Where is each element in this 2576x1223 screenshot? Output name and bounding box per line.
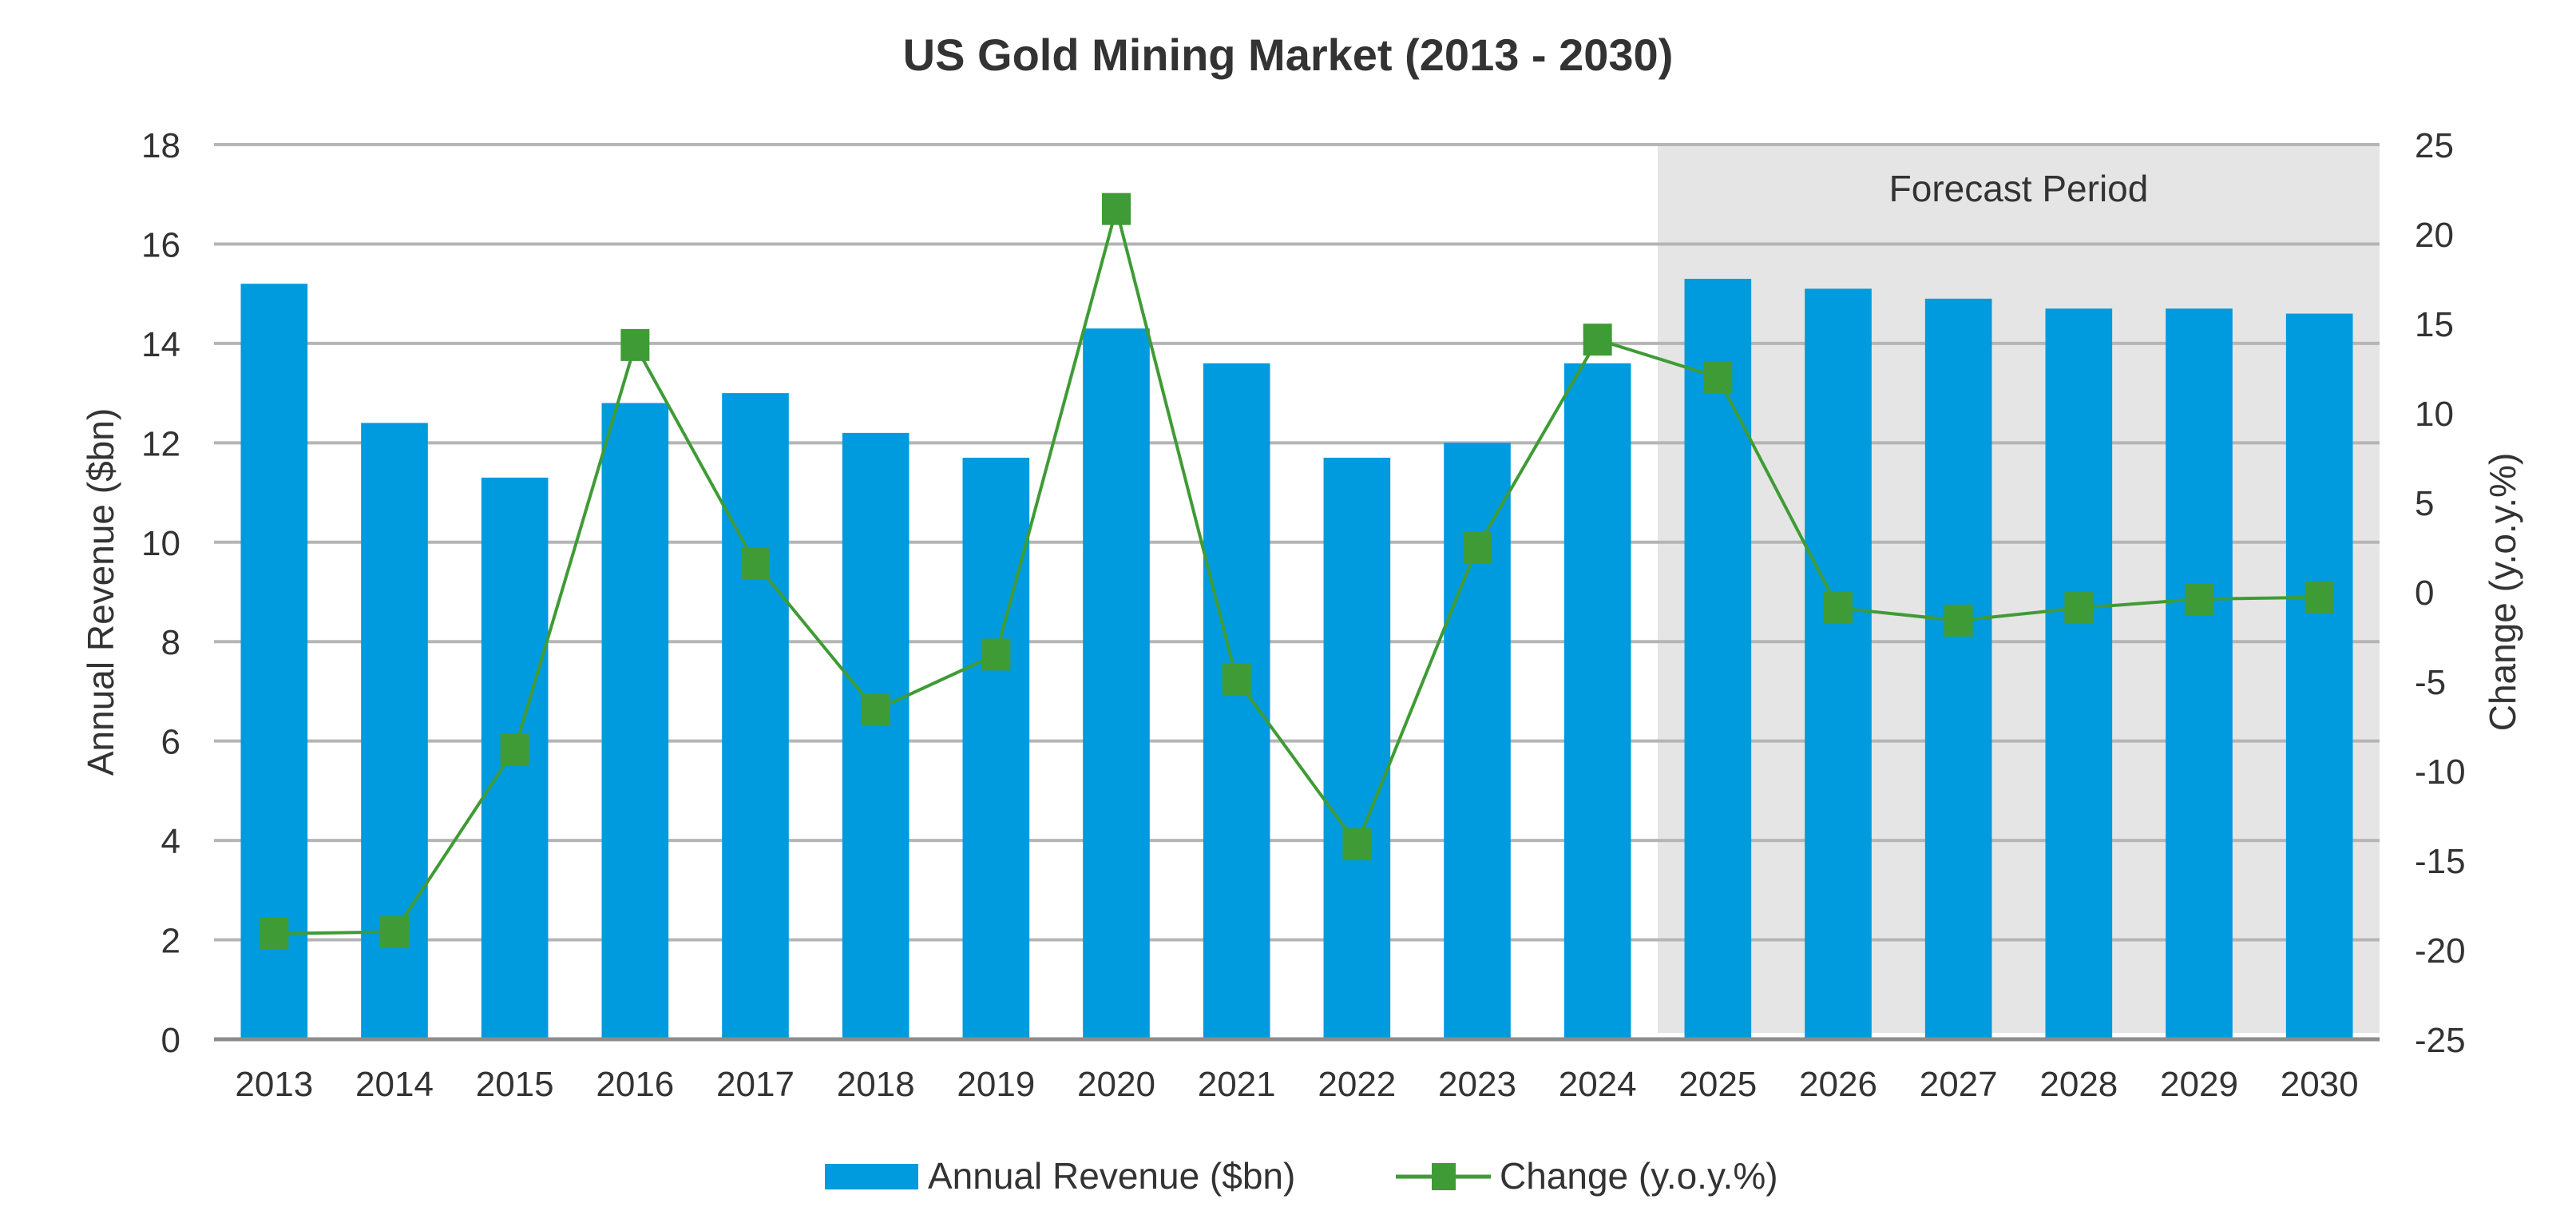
marker-2017 — [741, 547, 770, 580]
marker-2020 — [1102, 193, 1131, 225]
bar-2027 — [1924, 298, 1992, 1039]
x-tick-label: 2029 — [2160, 1065, 2238, 1104]
legend-label-change: Change (y.o.y.%) — [1500, 1155, 1778, 1197]
x-tick-label: 2021 — [1198, 1065, 1276, 1104]
right-tick-label: -10 — [2415, 752, 2466, 792]
x-tick-label: 2025 — [1678, 1065, 1757, 1104]
left-tick-label: 10 — [141, 524, 180, 563]
marker-2027 — [1944, 604, 1973, 637]
bar-2021 — [1203, 363, 1270, 1039]
bar-2025 — [1684, 279, 1752, 1039]
marker-2023 — [1463, 531, 1492, 563]
x-tick-label: 2018 — [837, 1065, 915, 1104]
x-tick-label: 2028 — [2039, 1065, 2118, 1104]
bar-2029 — [2166, 308, 2233, 1039]
marker-2029 — [2185, 582, 2213, 615]
x-tick-label: 2024 — [1559, 1065, 1637, 1104]
right-tick-label: 20 — [2415, 216, 2454, 255]
marker-2018 — [861, 693, 890, 726]
change-line — [274, 202, 2320, 935]
bar-swatch-icon — [825, 1164, 918, 1189]
left-tick-label: 6 — [161, 723, 180, 762]
marker-2015 — [500, 733, 529, 766]
marker-2025 — [1703, 361, 1733, 394]
bar-2018 — [842, 432, 910, 1039]
left-axis-ticks: 0 2 4 6 8 10 12 14 16 18 — [141, 126, 180, 1060]
x-tick-label: 2015 — [476, 1065, 554, 1104]
right-tick-label: 0 — [2415, 574, 2434, 613]
legend: Annual Revenue ($bn) Change (y.o.y.%) — [825, 1155, 1778, 1197]
right-tick-label: 5 — [2415, 484, 2434, 523]
x-tick-label: 2016 — [596, 1065, 674, 1104]
bar-2017 — [722, 393, 789, 1040]
marker-2030 — [2305, 581, 2334, 613]
right-tick-label: 15 — [2415, 305, 2454, 344]
marker-2014 — [380, 915, 409, 948]
change-markers — [260, 193, 2334, 950]
marker-2013 — [260, 917, 289, 950]
left-tick-label: 16 — [141, 225, 180, 264]
right-axis-ticks: -25 -20 -15 -10 -5 0 5 10 15 20 25 — [2415, 126, 2466, 1060]
forecast-period-label: Forecast Period — [1889, 168, 2149, 209]
bar-2024 — [1563, 363, 1631, 1039]
right-tick-label: -15 — [2415, 842, 2466, 881]
left-tick-label: 12 — [141, 424, 180, 463]
right-tick-label: -25 — [2415, 1021, 2466, 1060]
x-tick-label: 2026 — [1799, 1065, 1877, 1104]
marker-2026 — [1824, 592, 1853, 625]
x-tick-label: 2027 — [1920, 1065, 1998, 1104]
chart-title: US Gold Mining Market (2013 - 2030) — [903, 30, 1674, 80]
left-tick-label: 4 — [161, 822, 180, 861]
left-tick-label: 14 — [141, 325, 180, 364]
x-tick-label: 2023 — [1438, 1065, 1516, 1104]
left-tick-label: 0 — [161, 1021, 180, 1060]
right-tick-label: 25 — [2415, 126, 2454, 165]
bar-2019 — [962, 458, 1030, 1039]
right-tick-label: 10 — [2415, 395, 2454, 434]
marker-2019 — [981, 638, 1011, 671]
marker-2022 — [1342, 828, 1372, 860]
bar-2022 — [1323, 458, 1391, 1039]
marker-2024 — [1583, 324, 1612, 356]
bar-2013 — [240, 284, 308, 1039]
right-tick-label: -20 — [2415, 931, 2466, 971]
forecast-region: Forecast Period — [1658, 145, 2380, 1033]
right-tick-label: -5 — [2415, 663, 2446, 702]
x-tick-label: 2022 — [1318, 1065, 1396, 1104]
marker-2021 — [1222, 663, 1251, 696]
x-tick-label: 2020 — [1077, 1065, 1155, 1104]
bar-2028 — [2045, 308, 2113, 1039]
x-tick-label: 2019 — [957, 1065, 1035, 1104]
y2-axis-title: Change (y.o.y.%) — [2482, 453, 2523, 732]
x-tick-label: 2013 — [235, 1065, 313, 1104]
marker-2028 — [2064, 592, 2094, 625]
bar-2016 — [601, 403, 669, 1039]
left-tick-label: 18 — [141, 126, 180, 165]
x-tick-label: 2017 — [716, 1065, 795, 1104]
left-tick-label: 8 — [161, 623, 180, 662]
bar-2026 — [1805, 288, 1872, 1039]
x-axis-tick-labels: 2013 2014 2015 2016 2017 2018 2019 2020 2021 2022… — [235, 1065, 2358, 1104]
change-line-series — [274, 202, 2320, 935]
bar-2020 — [1083, 328, 1150, 1039]
bar-2030 — [2285, 313, 2353, 1039]
forecast-region-background — [1658, 145, 2380, 1033]
marker-2016 — [620, 328, 650, 361]
legend-label-revenue: Annual Revenue ($bn) — [928, 1155, 1295, 1197]
left-tick-label: 2 — [161, 922, 180, 961]
x-tick-label: 2014 — [355, 1065, 434, 1104]
y-axis-title: Annual Revenue ($bn) — [80, 408, 121, 776]
square-marker-icon — [1432, 1163, 1456, 1190]
x-tick-label: 2030 — [2281, 1065, 2359, 1104]
